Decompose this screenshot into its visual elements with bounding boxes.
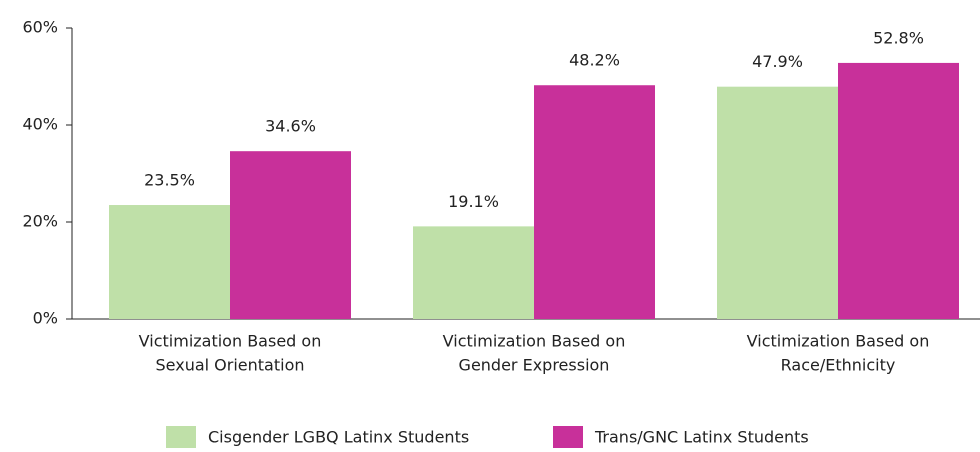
bar <box>534 85 655 319</box>
y-tick-label: 40% <box>22 115 58 134</box>
value-label: 23.5% <box>144 171 195 190</box>
y-tick-label: 0% <box>33 309 58 328</box>
legend-label: Cisgender LGBQ Latinx Students <box>208 428 469 447</box>
bar <box>413 226 534 319</box>
y-tick-label: 60% <box>22 18 58 37</box>
value-label: 52.8% <box>873 28 924 47</box>
value-label: 34.6% <box>265 117 316 136</box>
bar <box>838 62 959 320</box>
legend-swatch <box>553 426 583 448</box>
value-label: 48.2% <box>569 51 620 70</box>
y-tick-label: 20% <box>22 212 58 231</box>
bar <box>717 86 838 319</box>
x-tick-label: Victimization Based on <box>747 332 930 351</box>
legend-label: Trans/GNC Latinx Students <box>594 428 809 447</box>
x-tick-label: Race/Ethnicity <box>781 356 896 375</box>
x-tick-label: Sexual Orientation <box>156 356 305 375</box>
x-tick-label: Gender Expression <box>459 356 610 375</box>
bar <box>109 205 230 319</box>
x-tick-label: Victimization Based on <box>443 332 626 351</box>
legend-swatch <box>166 426 196 448</box>
value-label: 47.9% <box>752 52 803 71</box>
value-label: 19.1% <box>448 192 499 211</box>
x-tick-label: Victimization Based on <box>139 332 322 351</box>
bar <box>230 151 351 319</box>
